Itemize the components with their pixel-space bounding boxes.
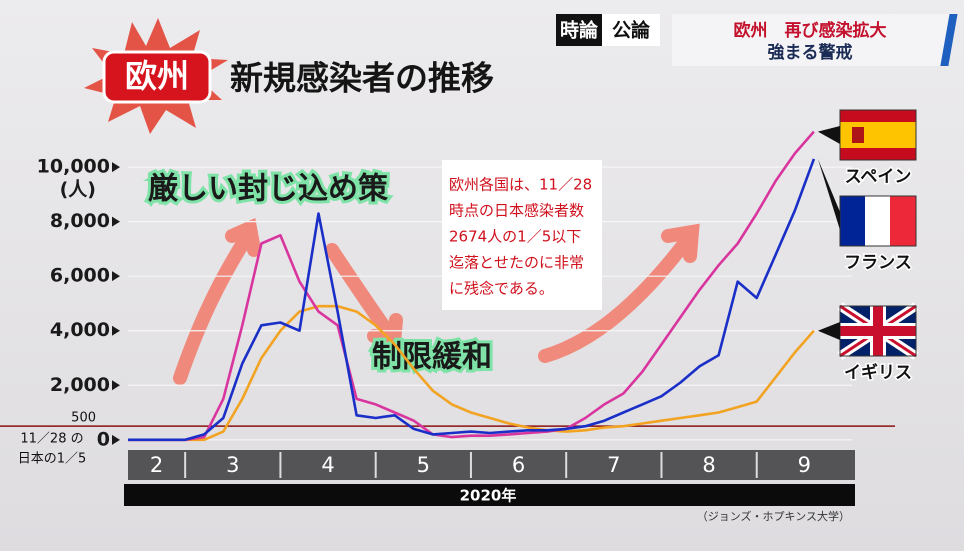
y-tick-mark xyxy=(112,434,120,445)
program-label: 時論 xyxy=(560,19,599,42)
badge: 欧州 xyxy=(125,57,189,95)
y-tick-mark xyxy=(112,216,120,227)
headline-box xyxy=(672,14,950,66)
flag-part xyxy=(840,122,916,148)
legend-label: イギリス xyxy=(844,363,912,383)
headline: 強まる警戒 xyxy=(768,42,853,63)
x-tick-label: 4 xyxy=(321,453,334,477)
program-label: 公論 xyxy=(612,19,651,42)
legend-flag xyxy=(839,195,917,247)
y-tick-label: 0 xyxy=(97,428,110,450)
x-axis-band xyxy=(128,450,855,480)
x-tick-label: 7 xyxy=(607,453,620,477)
annotation: 厳しい封じ込め策 xyxy=(148,172,388,207)
note-line: 2674人の1／5以下 xyxy=(449,228,581,246)
badge-box xyxy=(102,50,212,104)
note-line: に残念である。 xyxy=(449,280,554,298)
year-band xyxy=(124,484,855,506)
y-tick-label: 2,000 xyxy=(50,374,110,396)
note-box xyxy=(442,160,602,310)
y-tick-label: 6,000 xyxy=(50,265,110,287)
flag-part xyxy=(840,326,916,336)
flag-part xyxy=(865,196,891,246)
reference-note: 日本の1／5 xyxy=(18,452,87,467)
x-tick-label: 2 xyxy=(150,453,163,477)
y-tick-mark xyxy=(112,162,120,173)
trend-arrows xyxy=(173,217,700,385)
y-tick-mark xyxy=(112,380,120,391)
reference-label: 500 xyxy=(71,411,96,426)
x-axis-label: 2020年 xyxy=(460,487,517,505)
series-line xyxy=(128,130,815,442)
headline: 欧州 再び感染拡大 xyxy=(734,20,887,41)
headline-accent xyxy=(940,14,958,66)
y-unit: (人) xyxy=(60,179,96,201)
x-tick-label: 9 xyxy=(798,453,811,477)
legend-flag xyxy=(837,302,919,360)
annotation: 制限緩和 xyxy=(372,340,492,375)
program-box xyxy=(602,14,660,46)
source: （ジョンズ・ホプキンス大学） xyxy=(697,509,850,523)
x-tick-label: 8 xyxy=(702,453,715,477)
legend-flag xyxy=(839,109,917,161)
program-box xyxy=(556,14,602,46)
legend-label: スペイン xyxy=(845,167,912,187)
note-line: 迄落とせたのに非常 xyxy=(449,254,584,272)
x-tick-label: 6 xyxy=(512,453,525,477)
chart-title: 新規感染者の推移 xyxy=(230,59,494,98)
y-tick-label: 8,000 xyxy=(50,210,110,232)
reference-note: 11／28 の xyxy=(20,432,83,447)
x-tick-label: 5 xyxy=(417,453,430,477)
note-line: 時点の日本感染者数 xyxy=(449,202,584,220)
x-tick-label: 3 xyxy=(226,453,239,477)
legend-pointer xyxy=(817,158,840,230)
y-tick-label: 4,000 xyxy=(50,319,110,341)
note-line: 欧州各国は、11／28 xyxy=(449,176,592,194)
flag-part xyxy=(852,127,864,143)
flag-part xyxy=(890,196,916,246)
series-line xyxy=(128,158,816,442)
legend-pointer xyxy=(817,126,840,144)
series-line xyxy=(128,304,815,442)
y-tick-label: 10,000 xyxy=(37,156,110,178)
y-tick-mark xyxy=(112,271,120,282)
legend-pointer xyxy=(817,322,840,340)
legend-label: フランス xyxy=(844,253,912,273)
y-tick-mark xyxy=(112,325,120,336)
flag-part xyxy=(840,196,866,246)
